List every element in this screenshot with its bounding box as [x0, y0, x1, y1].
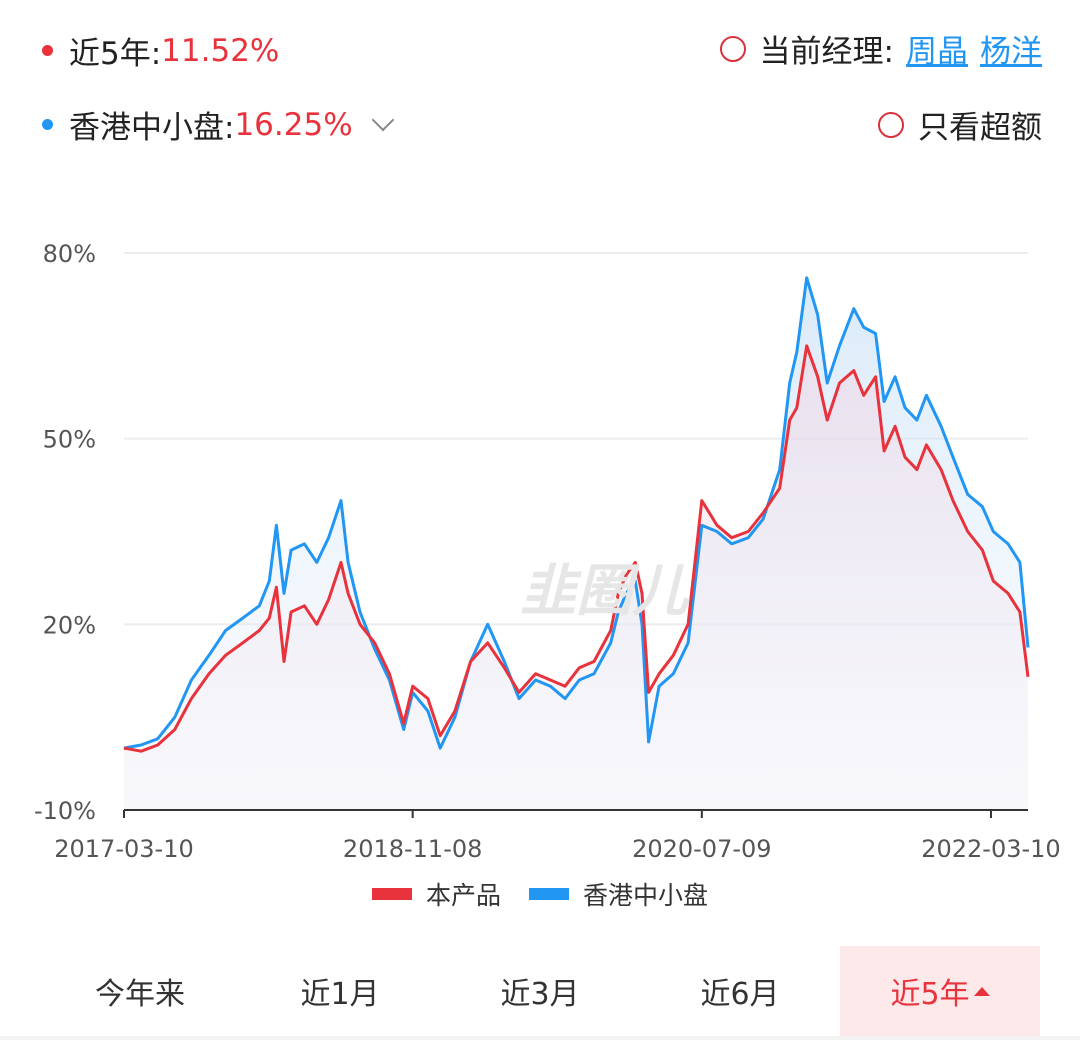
chart-legend: 本产品 香港中小盘 [0, 876, 1080, 912]
manager-link-1[interactable]: 周晶 [906, 34, 968, 70]
series-line-benchmark [123, 276, 1030, 750]
y-tick-label: 20% [43, 611, 96, 639]
y-tick-label: -10% [34, 797, 96, 825]
product-return-row: 近5年: 11.52% [42, 28, 279, 73]
tab-6m[interactable]: 近6月 [640, 946, 840, 1036]
benchmark-dot-icon [42, 119, 53, 130]
chart-areas [124, 277, 1028, 810]
chart-axis: -10% 20% 50% 80% 2017-03-10 2018-11-08 2020-07… [34, 240, 1061, 863]
tab-5y[interactable]: 近5年 [840, 946, 1040, 1036]
x-tick-label: 2022-03-10 [921, 835, 1060, 863]
legend-swatch-product [371, 888, 412, 900]
legend-item-benchmark[interactable]: 香港中小盘 [529, 876, 708, 912]
tab-1m-label: 近1月 [300, 977, 380, 1012]
product-dot-icon [42, 45, 53, 56]
area-product [124, 345, 1028, 810]
excess-label: 只看超额 [918, 110, 1042, 146]
manager-toggle-radio[interactable] [719, 35, 746, 62]
chart-lines [123, 276, 1030, 753]
manager-link-2[interactable]: 杨洋 [980, 34, 1042, 70]
period-tabs: 今年来 近1月 近3月 近6月 近5年 [40, 946, 1040, 1036]
legend-label-product: 本产品 [425, 881, 501, 910]
y-tick-label: 80% [43, 240, 96, 268]
tab-3m[interactable]: 近3月 [440, 946, 640, 1036]
legend-swatch-benchmark [529, 888, 569, 900]
x-tick-label: 2018-11-08 [343, 835, 482, 863]
excess-only-row[interactable]: 只看超额 [878, 102, 1042, 147]
divider [0, 1036, 1080, 1040]
return-chart: -10% 20% 50% 80% 2017-03-10 2018-11-08 2020-07… [34, 240, 1061, 863]
tab-5y-label: 近5年 [890, 977, 970, 1012]
benchmark-return-label: 香港中小盘: [69, 110, 235, 146]
tab-ytd-label: 今年来 [95, 977, 185, 1012]
product-return-label: 近5年: [69, 36, 162, 72]
watermark-logo: 韭圈儿 [520, 559, 690, 624]
excess-toggle-radio[interactable] [878, 111, 904, 138]
benchmark-return-row[interactable]: 香港中小盘: 16.25% [42, 102, 394, 147]
tab-3m-label: 近3月 [500, 977, 580, 1012]
legend-item-product[interactable]: 本产品 [371, 876, 501, 912]
benchmark-return-value: 16.25% [234, 106, 353, 143]
x-tick-label: 2017-03-10 [54, 835, 193, 863]
y-tick-label: 50% [43, 426, 96, 454]
manager-label: 当前经理: [759, 34, 894, 70]
series-line-product [123, 344, 1030, 753]
current-manager-row: 当前经理: 周晶 杨洋 [719, 26, 1042, 71]
tab-ytd[interactable]: 今年来 [40, 946, 240, 1036]
legend-label-benchmark: 香港中小盘 [583, 881, 709, 910]
product-return-value: 11.52% [161, 32, 280, 69]
tab-1m[interactable]: 近1月 [240, 946, 440, 1036]
tab-6m-label: 近6月 [700, 977, 780, 1012]
caret-up-icon [973, 986, 990, 996]
x-tick-label: 2020-07-09 [632, 835, 771, 863]
chevron-down-icon[interactable] [371, 108, 394, 131]
